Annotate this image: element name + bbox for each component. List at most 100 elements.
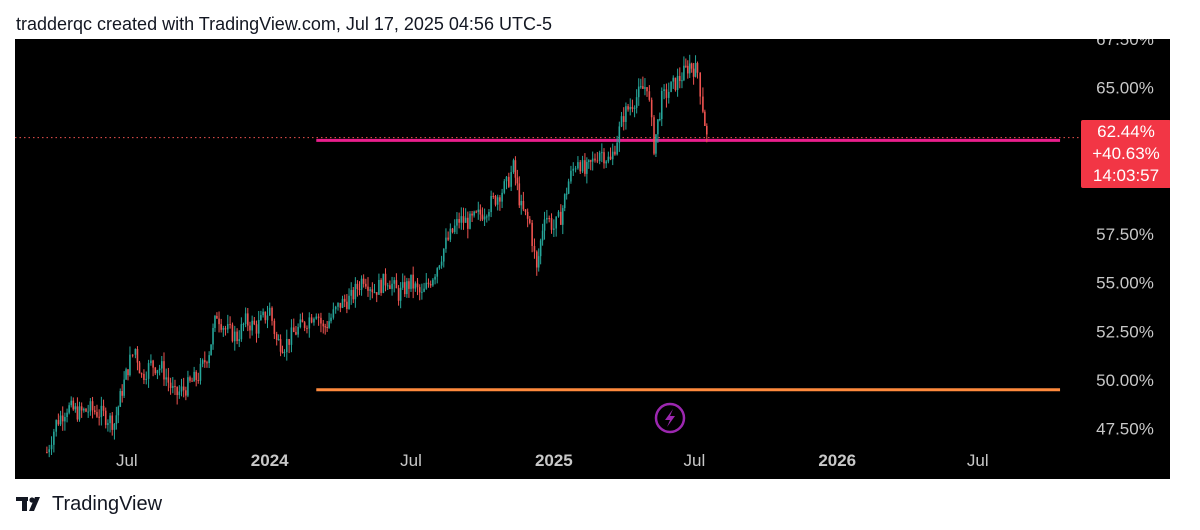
candle-body: [337, 302, 339, 307]
candle-body: [373, 292, 376, 294]
candle-body: [273, 320, 276, 334]
candle-body: [648, 91, 651, 100]
candle-body: [301, 319, 304, 323]
candle-body: [352, 289, 355, 300]
candle-body: [686, 65, 689, 74]
candle-body: [224, 328, 227, 330]
candle-body: [257, 319, 260, 334]
candle-body: [646, 87, 648, 92]
candle-body: [584, 160, 586, 174]
lightning-bolt-glyph: [665, 409, 675, 427]
candle-body: [483, 216, 486, 220]
candle-body: [127, 369, 129, 376]
candle-body: [453, 225, 456, 233]
candle-body: [98, 416, 100, 418]
last-price-label: 62.44% +40.63% 14:03:57: [1081, 120, 1170, 188]
candle-body: [541, 230, 544, 241]
candle-body: [603, 152, 605, 164]
candle-body: [266, 315, 269, 321]
candle-body: [72, 400, 75, 410]
candle-body: [579, 162, 582, 172]
candle-body: [609, 156, 612, 160]
candle-body: [611, 151, 614, 160]
candle-body: [378, 279, 380, 295]
candle-body: [236, 331, 238, 342]
candle-body: [197, 379, 200, 381]
x-tick-label: 2026: [818, 451, 856, 470]
candle-body: [238, 339, 241, 342]
y-tick-label: 52.50%: [1096, 322, 1154, 341]
candle-body: [306, 327, 308, 329]
candle-body: [685, 65, 687, 67]
candle-body: [367, 286, 369, 291]
chart-area[interactable]: 67.50% 65.00% 57.50% 55.00% 52.50% 50.00% 47.5…: [15, 39, 1170, 479]
candle-body: [59, 415, 62, 425]
candle-body: [346, 301, 348, 309]
candle-body: [660, 91, 663, 120]
candle-body: [285, 338, 288, 353]
candle-body: [279, 339, 282, 352]
tradingview-logo-icon[interactable]: [16, 495, 46, 513]
candle-body: [87, 411, 89, 413]
candle-body: [271, 307, 273, 321]
candle-body: [303, 322, 306, 328]
candle-body: [391, 283, 393, 289]
chart-header: tradderqc created with TradingView.com, …: [16, 14, 552, 34]
candle-body: [322, 323, 325, 327]
candle-body: [229, 324, 231, 326]
candle-body: [557, 211, 560, 217]
candle-body: [199, 363, 202, 381]
candle-body: [76, 406, 79, 420]
candle-body: [384, 273, 387, 286]
candle-body: [681, 80, 683, 82]
candle-body: [449, 228, 452, 240]
candle-body: [288, 338, 290, 345]
candle-body: [244, 313, 247, 324]
candle-body: [145, 378, 148, 380]
candle-body: [129, 354, 131, 376]
candle-body: [260, 315, 262, 320]
y-tick-label: 57.50%: [1096, 225, 1154, 244]
candle-body: [425, 282, 428, 289]
candle-body: [180, 386, 183, 392]
candle-body: [512, 160, 515, 173]
candle-body: [397, 288, 400, 301]
candle-body: [706, 125, 708, 135]
candle-body: [242, 323, 245, 325]
candle-body: [251, 320, 253, 331]
candle-body: [637, 86, 640, 98]
candle-body: [356, 283, 359, 289]
candle-body: [212, 327, 214, 345]
candle-body: [494, 196, 497, 205]
candle-body: [508, 176, 510, 187]
candle-body: [591, 158, 594, 162]
candle-body: [412, 274, 414, 289]
candle-body: [386, 285, 389, 287]
candle-body: [570, 170, 572, 182]
candle-body: [195, 371, 198, 380]
candle-body: [362, 278, 365, 284]
candle-body: [152, 360, 154, 368]
candle-body: [618, 126, 621, 143]
candle-body: [496, 197, 499, 205]
candle-body: [328, 321, 330, 328]
candle-body: [406, 281, 408, 295]
candle-body: [332, 309, 335, 318]
y-tick-label: 55.00%: [1096, 274, 1154, 293]
candle-body: [403, 282, 406, 295]
candle-body: [427, 282, 430, 285]
candle-body: [528, 218, 531, 223]
candle-body: [601, 152, 603, 154]
candle-body: [102, 405, 105, 411]
candle-body: [104, 410, 107, 425]
candle-body: [255, 324, 258, 334]
candle-body: [131, 354, 134, 356]
candle-body: [165, 377, 167, 380]
candle-body: [473, 211, 475, 216]
candle-body: [642, 86, 644, 89]
candle-body: [565, 193, 568, 195]
candle-body: [201, 360, 204, 364]
candle-body: [185, 390, 187, 396]
candle-body: [492, 196, 495, 198]
candle-body: [290, 327, 293, 345]
